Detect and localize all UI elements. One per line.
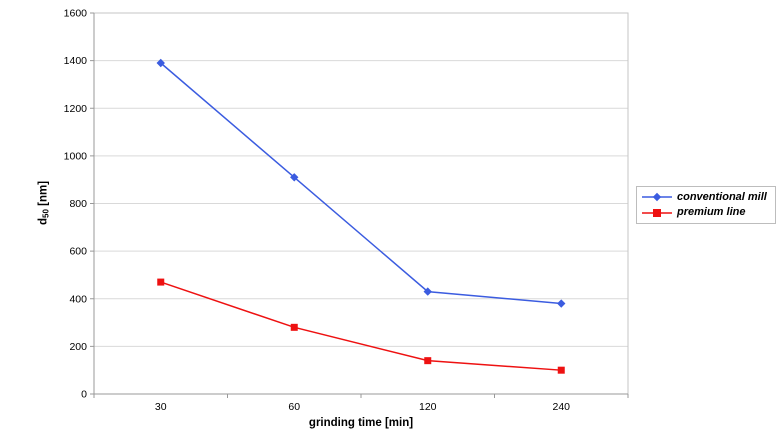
x-axis-title: grinding time [min]: [308, 417, 414, 429]
data-point-square: [290, 323, 298, 331]
legend-marker-glyph: [653, 208, 661, 217]
x-tick-label: 30: [155, 401, 167, 413]
legend-diamond-marker-icon: [642, 192, 672, 202]
legend-label: premium line: [677, 206, 746, 219]
y-tick-label: 0: [81, 389, 87, 401]
series-line-conventional-mill: [160, 62, 562, 305]
data-point-diamond: [423, 287, 432, 296]
legend: conventional mill premium line: [636, 186, 776, 224]
legend-label: conventional mill: [677, 190, 767, 203]
legend-marker-glyph: [652, 192, 662, 202]
y-tick-label: 1000: [64, 150, 88, 162]
y-tick-label: 1200: [64, 103, 88, 115]
data-point-diamond: [557, 299, 566, 308]
legend-square-marker-icon: [642, 208, 672, 217]
y-tick-label: 800: [69, 198, 87, 210]
data-point-diamond: [156, 58, 165, 68]
series-line-premium-line: [160, 281, 562, 371]
y-axis-title-unit: [nm]: [37, 180, 50, 210]
x-tick-label: 240: [552, 401, 570, 413]
y-tick-label: 200: [69, 341, 87, 353]
data-point-diamond: [290, 173, 299, 182]
y-tick-label: 600: [69, 246, 87, 258]
y-tick-label: 1600: [64, 8, 88, 20]
data-point-square: [424, 357, 432, 365]
y-axis-title: d50 [nm]: [38, 181, 51, 225]
x-tick-label: 60: [288, 401, 300, 413]
y-tick-label: 400: [69, 293, 87, 305]
y-axis-title-subscript: 50: [41, 209, 51, 218]
legend-item-premium-line: premium line: [641, 206, 773, 219]
data-point-square: [557, 366, 565, 374]
y-axis-title-base: d: [37, 217, 50, 226]
x-tick-label: 120: [419, 401, 437, 413]
legend-item-conventional-mill: conventional mill: [641, 191, 773, 204]
y-tick-label: 1400: [64, 55, 88, 67]
data-point-square: [157, 278, 165, 286]
